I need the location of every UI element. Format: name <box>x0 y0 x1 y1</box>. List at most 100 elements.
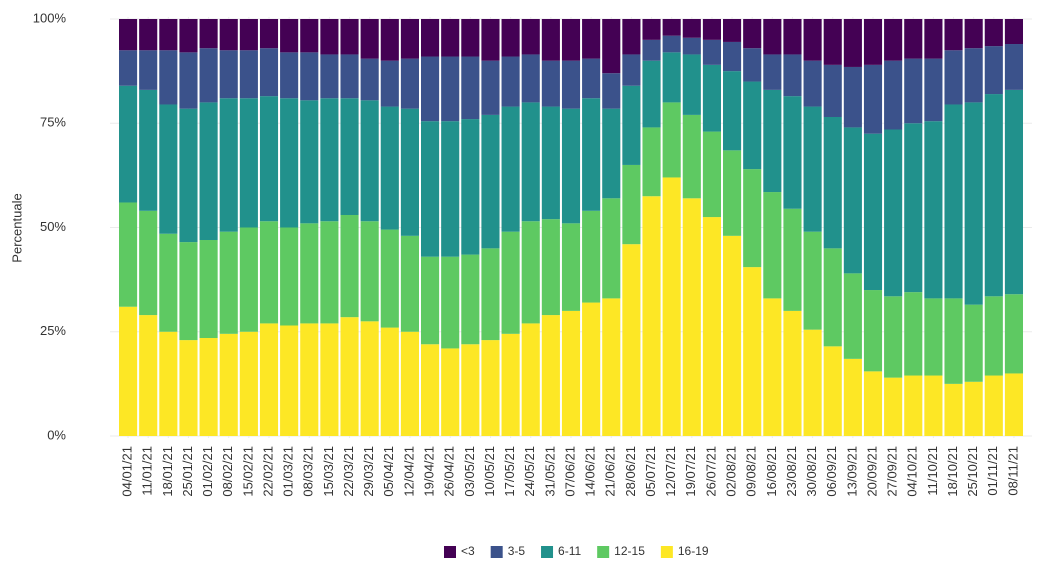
bar-segment <box>441 56 460 122</box>
bar-segment <box>763 192 782 299</box>
bar-segment <box>561 19 581 61</box>
x-tick-label: 30/08/21 <box>804 446 819 497</box>
bar-segment <box>743 19 762 49</box>
bar-segment <box>461 254 480 345</box>
bar-segment <box>904 19 923 59</box>
bar-segment <box>682 198 701 436</box>
bar-segment <box>481 60 500 115</box>
x-tick-label: 29/03/21 <box>361 446 376 497</box>
legend-swatch <box>541 546 554 558</box>
bar-segment <box>904 123 923 293</box>
bar-segment <box>441 19 460 57</box>
bar-segment <box>622 85 641 165</box>
legend-label: 3-5 <box>508 544 526 558</box>
bar-segment <box>239 98 258 228</box>
bar-segment <box>340 54 359 99</box>
legend-swatch <box>597 546 610 558</box>
bar-segment <box>541 60 560 107</box>
bar-segment <box>380 327 399 436</box>
bar-segment <box>521 54 540 103</box>
bar-segment <box>380 229 399 328</box>
x-tick-label: 11/10/21 <box>925 446 940 496</box>
bar-segment <box>944 298 963 384</box>
x-tick-label: 09/08/21 <box>744 446 759 497</box>
bar-segment <box>823 116 842 249</box>
legend: <3 3-5 6-11 12-15 16-19 <box>444 544 709 558</box>
bar-segment <box>139 315 158 436</box>
bar-segment <box>602 298 621 436</box>
bar-segment <box>924 58 943 122</box>
bar-segment <box>803 231 822 330</box>
bar-segment <box>119 50 138 86</box>
x-tick-label: 06/09/21 <box>824 446 839 497</box>
bar-segment <box>441 348 460 436</box>
bar-segment <box>803 329 822 436</box>
bar-segment <box>159 104 178 234</box>
bar-segment <box>843 66 862 128</box>
bar-segment <box>280 98 299 228</box>
bar-segment <box>501 106 520 232</box>
x-tick-label: 22/02/21 <box>260 446 275 497</box>
bar-segment <box>280 227 299 326</box>
bar-segment <box>944 104 963 299</box>
x-tick-label: 21/06/21 <box>603 446 618 497</box>
bar-segment <box>843 127 862 274</box>
x-tick-label: 12/04/21 <box>401 446 416 497</box>
bar-segment <box>199 338 218 436</box>
bar-segment <box>944 50 963 105</box>
bar-segment <box>803 19 822 61</box>
bar-segment <box>521 323 540 436</box>
bar-segment <box>300 223 319 324</box>
bar-segment <box>702 217 721 436</box>
bar-segment <box>743 267 762 436</box>
bar-segment <box>884 60 903 130</box>
bar-segment <box>984 296 1003 376</box>
bar-segment <box>984 375 1003 436</box>
bar-segment <box>501 231 520 334</box>
bar-segment <box>561 223 581 311</box>
x-tick-label: 17/05/21 <box>502 446 517 497</box>
bar-segment <box>884 19 903 61</box>
bar-segment <box>421 256 440 345</box>
bar-segment <box>642 196 661 436</box>
bar-segment <box>662 102 681 178</box>
bar-segment <box>380 106 399 230</box>
bar-segment <box>622 244 641 436</box>
y-tick-label: 25% <box>40 323 66 338</box>
x-tick-label: 25/10/21 <box>965 446 980 497</box>
y-tick-label: 0% <box>47 427 66 442</box>
bar-segment <box>904 375 923 436</box>
bar-segment <box>561 108 581 224</box>
bar-segment <box>300 323 319 436</box>
x-tick-label: 19/04/21 <box>422 446 437 497</box>
bar-segment <box>984 94 1003 297</box>
bar-segment <box>944 19 963 51</box>
x-tick-label: 19/07/21 <box>683 446 698 497</box>
bar-segment <box>863 371 883 436</box>
bar-segment <box>964 304 983 382</box>
x-tick-label: 02/08/21 <box>724 446 739 497</box>
bar-segment <box>723 71 742 151</box>
bar-segment <box>1004 19 1023 45</box>
bar-segment <box>441 256 460 349</box>
bar-segment <box>622 164 641 245</box>
bar-segment <box>421 19 440 57</box>
bar-segment <box>360 321 379 436</box>
bar-segment <box>320 19 339 55</box>
x-tick-label: 16/08/21 <box>764 446 779 497</box>
bar-segment <box>159 19 178 51</box>
bar-segment <box>702 64 721 132</box>
bar-segment <box>582 302 601 436</box>
bar-segment <box>843 358 862 436</box>
bar-segment <box>723 150 742 236</box>
bar-segment <box>723 41 742 72</box>
bar-segment <box>400 58 419 109</box>
bar-segment <box>380 19 399 61</box>
bar-segment <box>300 52 319 101</box>
bar-segment <box>360 58 379 101</box>
bar-segment <box>421 56 440 122</box>
x-tick-label: 28/06/21 <box>623 446 638 497</box>
x-tick-label: 08/02/21 <box>220 446 235 497</box>
bar-segment <box>662 177 681 436</box>
